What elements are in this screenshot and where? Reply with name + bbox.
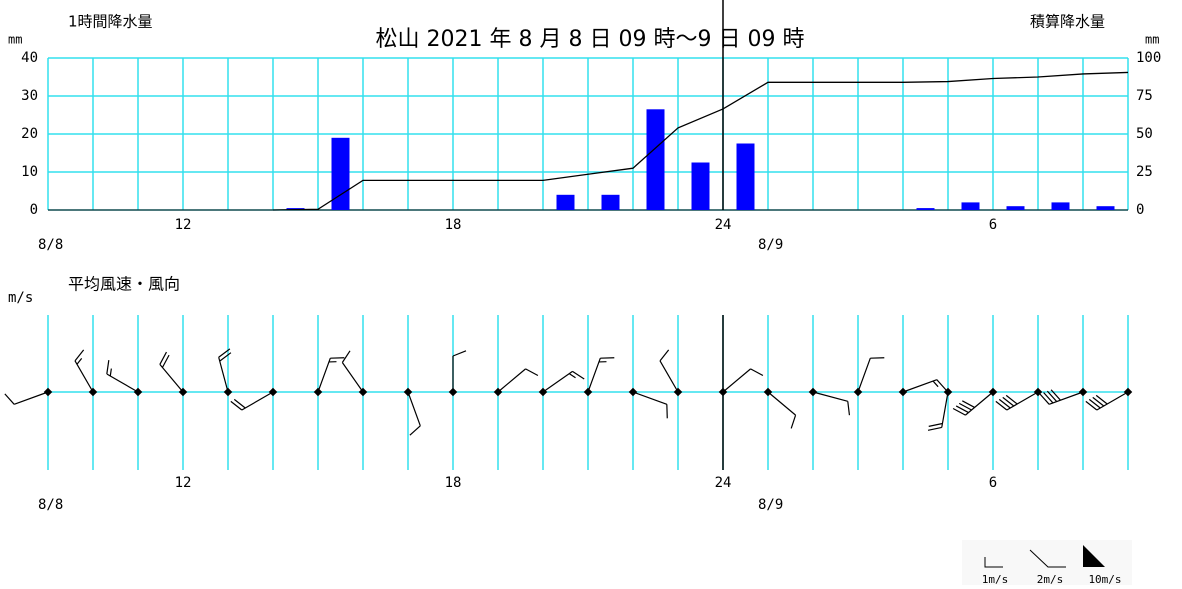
bar <box>1006 206 1025 210</box>
x-tick-label: 12 <box>175 475 192 491</box>
legend-box <box>962 540 1132 585</box>
wind-barb <box>159 351 184 393</box>
y-tick-label: 10 <box>21 164 38 180</box>
cumulative-line <box>272 71 1129 211</box>
wind-station <box>898 387 908 397</box>
wind-barb <box>4 391 49 405</box>
wind-barb <box>659 349 679 393</box>
wind-barb <box>452 350 467 392</box>
y2-tick-label: 100 <box>1136 50 1161 66</box>
wind-station <box>853 387 863 397</box>
wind-barb <box>1039 389 1084 405</box>
left-series-label: 1時間降水量 <box>68 13 153 31</box>
wind-station <box>268 387 278 397</box>
x-tick-label: 6 <box>989 217 997 233</box>
wind-barb <box>341 350 364 393</box>
bar <box>916 208 935 210</box>
date-label: 8/9 <box>758 497 783 513</box>
x-tick-label: 6 <box>989 475 997 491</box>
wind-station <box>88 387 98 397</box>
wind-station <box>1123 387 1133 397</box>
wind-station <box>763 387 773 397</box>
wind-unit: m/s <box>8 290 33 306</box>
legend-label: 10m/s <box>1088 573 1121 586</box>
legend-label: 1m/s <box>982 573 1009 586</box>
wind-station <box>673 387 683 397</box>
y2-tick-label: 75 <box>1136 88 1153 104</box>
wind-barb <box>995 391 1039 411</box>
x-tick-label: 18 <box>445 475 462 491</box>
wind-barb <box>230 391 274 411</box>
chart-title: 松山 2021 年 8 月 8 日 09 時～9 日 09 時 <box>376 27 805 52</box>
bar <box>736 143 755 210</box>
wind-barb <box>542 370 585 393</box>
wind-station <box>43 387 53 397</box>
x-tick-label: 24 <box>715 475 732 491</box>
wind-barb <box>106 360 139 393</box>
wind-barb <box>927 391 949 431</box>
wind-station <box>178 387 188 397</box>
y-tick-label: 0 <box>30 202 38 218</box>
legend-barb <box>984 557 1003 568</box>
wind-station <box>808 387 818 397</box>
wind-barb <box>317 357 345 393</box>
wind-barb <box>952 391 994 416</box>
bar <box>1051 202 1070 210</box>
legend-barb <box>1029 549 1066 568</box>
wind-barb <box>857 357 885 393</box>
x-tick-label: 24 <box>715 217 732 233</box>
x-tick-label: 18 <box>445 217 462 233</box>
wind-barb <box>74 349 94 393</box>
wind-barb <box>1085 391 1129 411</box>
wind-station <box>448 387 458 397</box>
wind-station <box>403 387 413 397</box>
bar <box>556 194 575 210</box>
bar <box>961 202 980 210</box>
wind-station <box>1078 387 1088 397</box>
wind-station <box>943 387 953 397</box>
y-tick-label: 20 <box>21 126 38 142</box>
bar <box>646 109 665 210</box>
wind-station <box>358 387 368 397</box>
wind-barb <box>812 391 851 416</box>
wind-station <box>718 387 728 397</box>
wind-station <box>988 387 998 397</box>
date-label: 8/9 <box>758 237 783 253</box>
wind-barb <box>902 379 947 393</box>
date-label: 8/8 <box>38 237 63 253</box>
y2-tick-label: 25 <box>1136 164 1153 180</box>
wind-title: 平均風速・風向 <box>68 275 180 294</box>
wind-barb <box>407 391 421 436</box>
y2-tick-label: 50 <box>1136 126 1153 142</box>
y2-unit: mm <box>1145 33 1159 47</box>
y2-tick-label: 0 <box>1136 202 1144 218</box>
wind-barb <box>632 391 668 419</box>
wind-barb <box>497 368 539 393</box>
y-tick-label: 30 <box>21 88 38 104</box>
wind-station <box>313 387 323 397</box>
x-tick-label: 12 <box>175 217 192 233</box>
wind-station <box>583 387 593 397</box>
bar <box>601 194 620 210</box>
wind-barb <box>722 368 764 393</box>
legend-label: 2m/s <box>1037 573 1064 586</box>
wind-station <box>628 387 638 397</box>
bar <box>1096 206 1115 210</box>
wind-barb <box>587 357 615 393</box>
right-series-label: 積算降水量 <box>1030 13 1105 31</box>
wind-station <box>223 387 233 397</box>
wind-station <box>493 387 503 397</box>
bar <box>691 162 710 210</box>
y-unit: mm <box>8 33 22 47</box>
wind-station <box>133 387 143 397</box>
wind-barb <box>767 391 797 429</box>
wind-legend: 1m/s 2m/s 10m/s <box>962 540 1132 586</box>
date-label: 8/8 <box>38 497 63 513</box>
y-tick-label: 40 <box>21 50 38 66</box>
legend-flag <box>1083 545 1105 567</box>
wind-station <box>538 387 548 397</box>
wind-barb <box>218 348 232 393</box>
